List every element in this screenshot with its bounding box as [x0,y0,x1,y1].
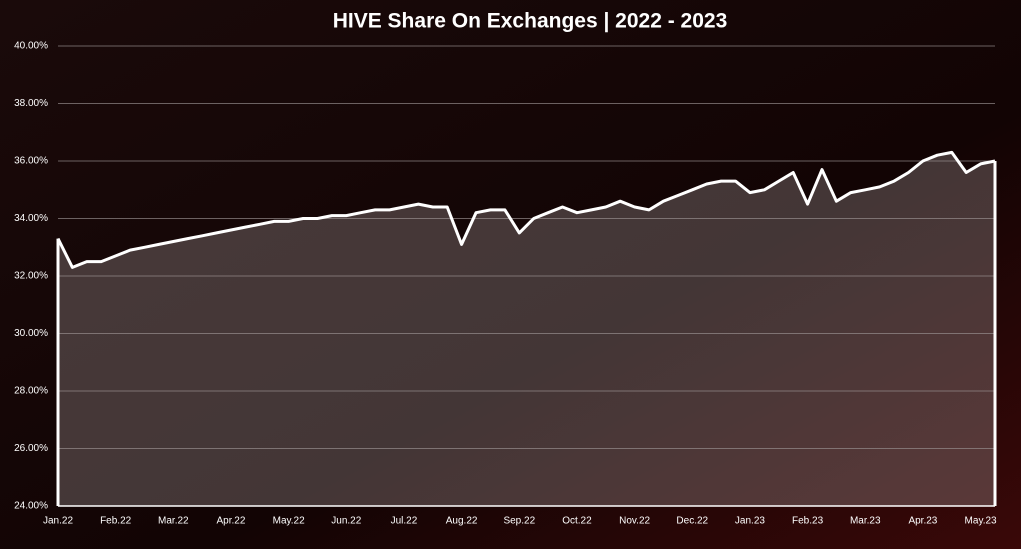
x-tick-label: Dec.22 [676,516,708,527]
x-tick-label: Apr.23 [908,516,937,527]
chart-title: HIVE Share On Exchanges | 2022 - 2023 [333,10,728,33]
y-tick-label: 38.00% [14,98,48,109]
x-tick-label: Jan.22 [43,516,73,527]
x-tick-label: Sep.22 [503,516,535,527]
y-tick-label: 28.00% [14,386,48,397]
y-tick-label: 26.00% [14,443,48,454]
x-tick-label: Jul.22 [391,516,418,527]
x-tick-label: Feb.23 [792,516,824,527]
x-tick-label: Feb.22 [100,516,132,527]
y-tick-label: 34.00% [14,213,48,224]
y-tick-label: 30.00% [14,328,48,339]
x-tick-label: May.23 [965,516,997,527]
x-tick-label: Mar.23 [850,516,881,527]
y-tick-label: 40.00% [14,41,48,52]
x-tick-label: Nov.22 [619,516,650,527]
area-fill [58,152,995,506]
x-tick-label: Mar.22 [158,516,189,527]
y-tick-label: 32.00% [14,271,48,282]
x-tick-label: Oct.22 [562,516,592,527]
x-tick-label: Jan.23 [735,516,765,527]
x-tick-label: Aug.22 [446,516,478,527]
line [56,150,996,269]
x-tick-label: Apr.22 [217,516,246,527]
x-tick-label: May.22 [273,516,305,527]
y-tick-label: 24.00% [14,501,48,512]
y-tick-label: 36.00% [14,156,48,167]
x-tick-label: Jun.22 [331,516,361,527]
